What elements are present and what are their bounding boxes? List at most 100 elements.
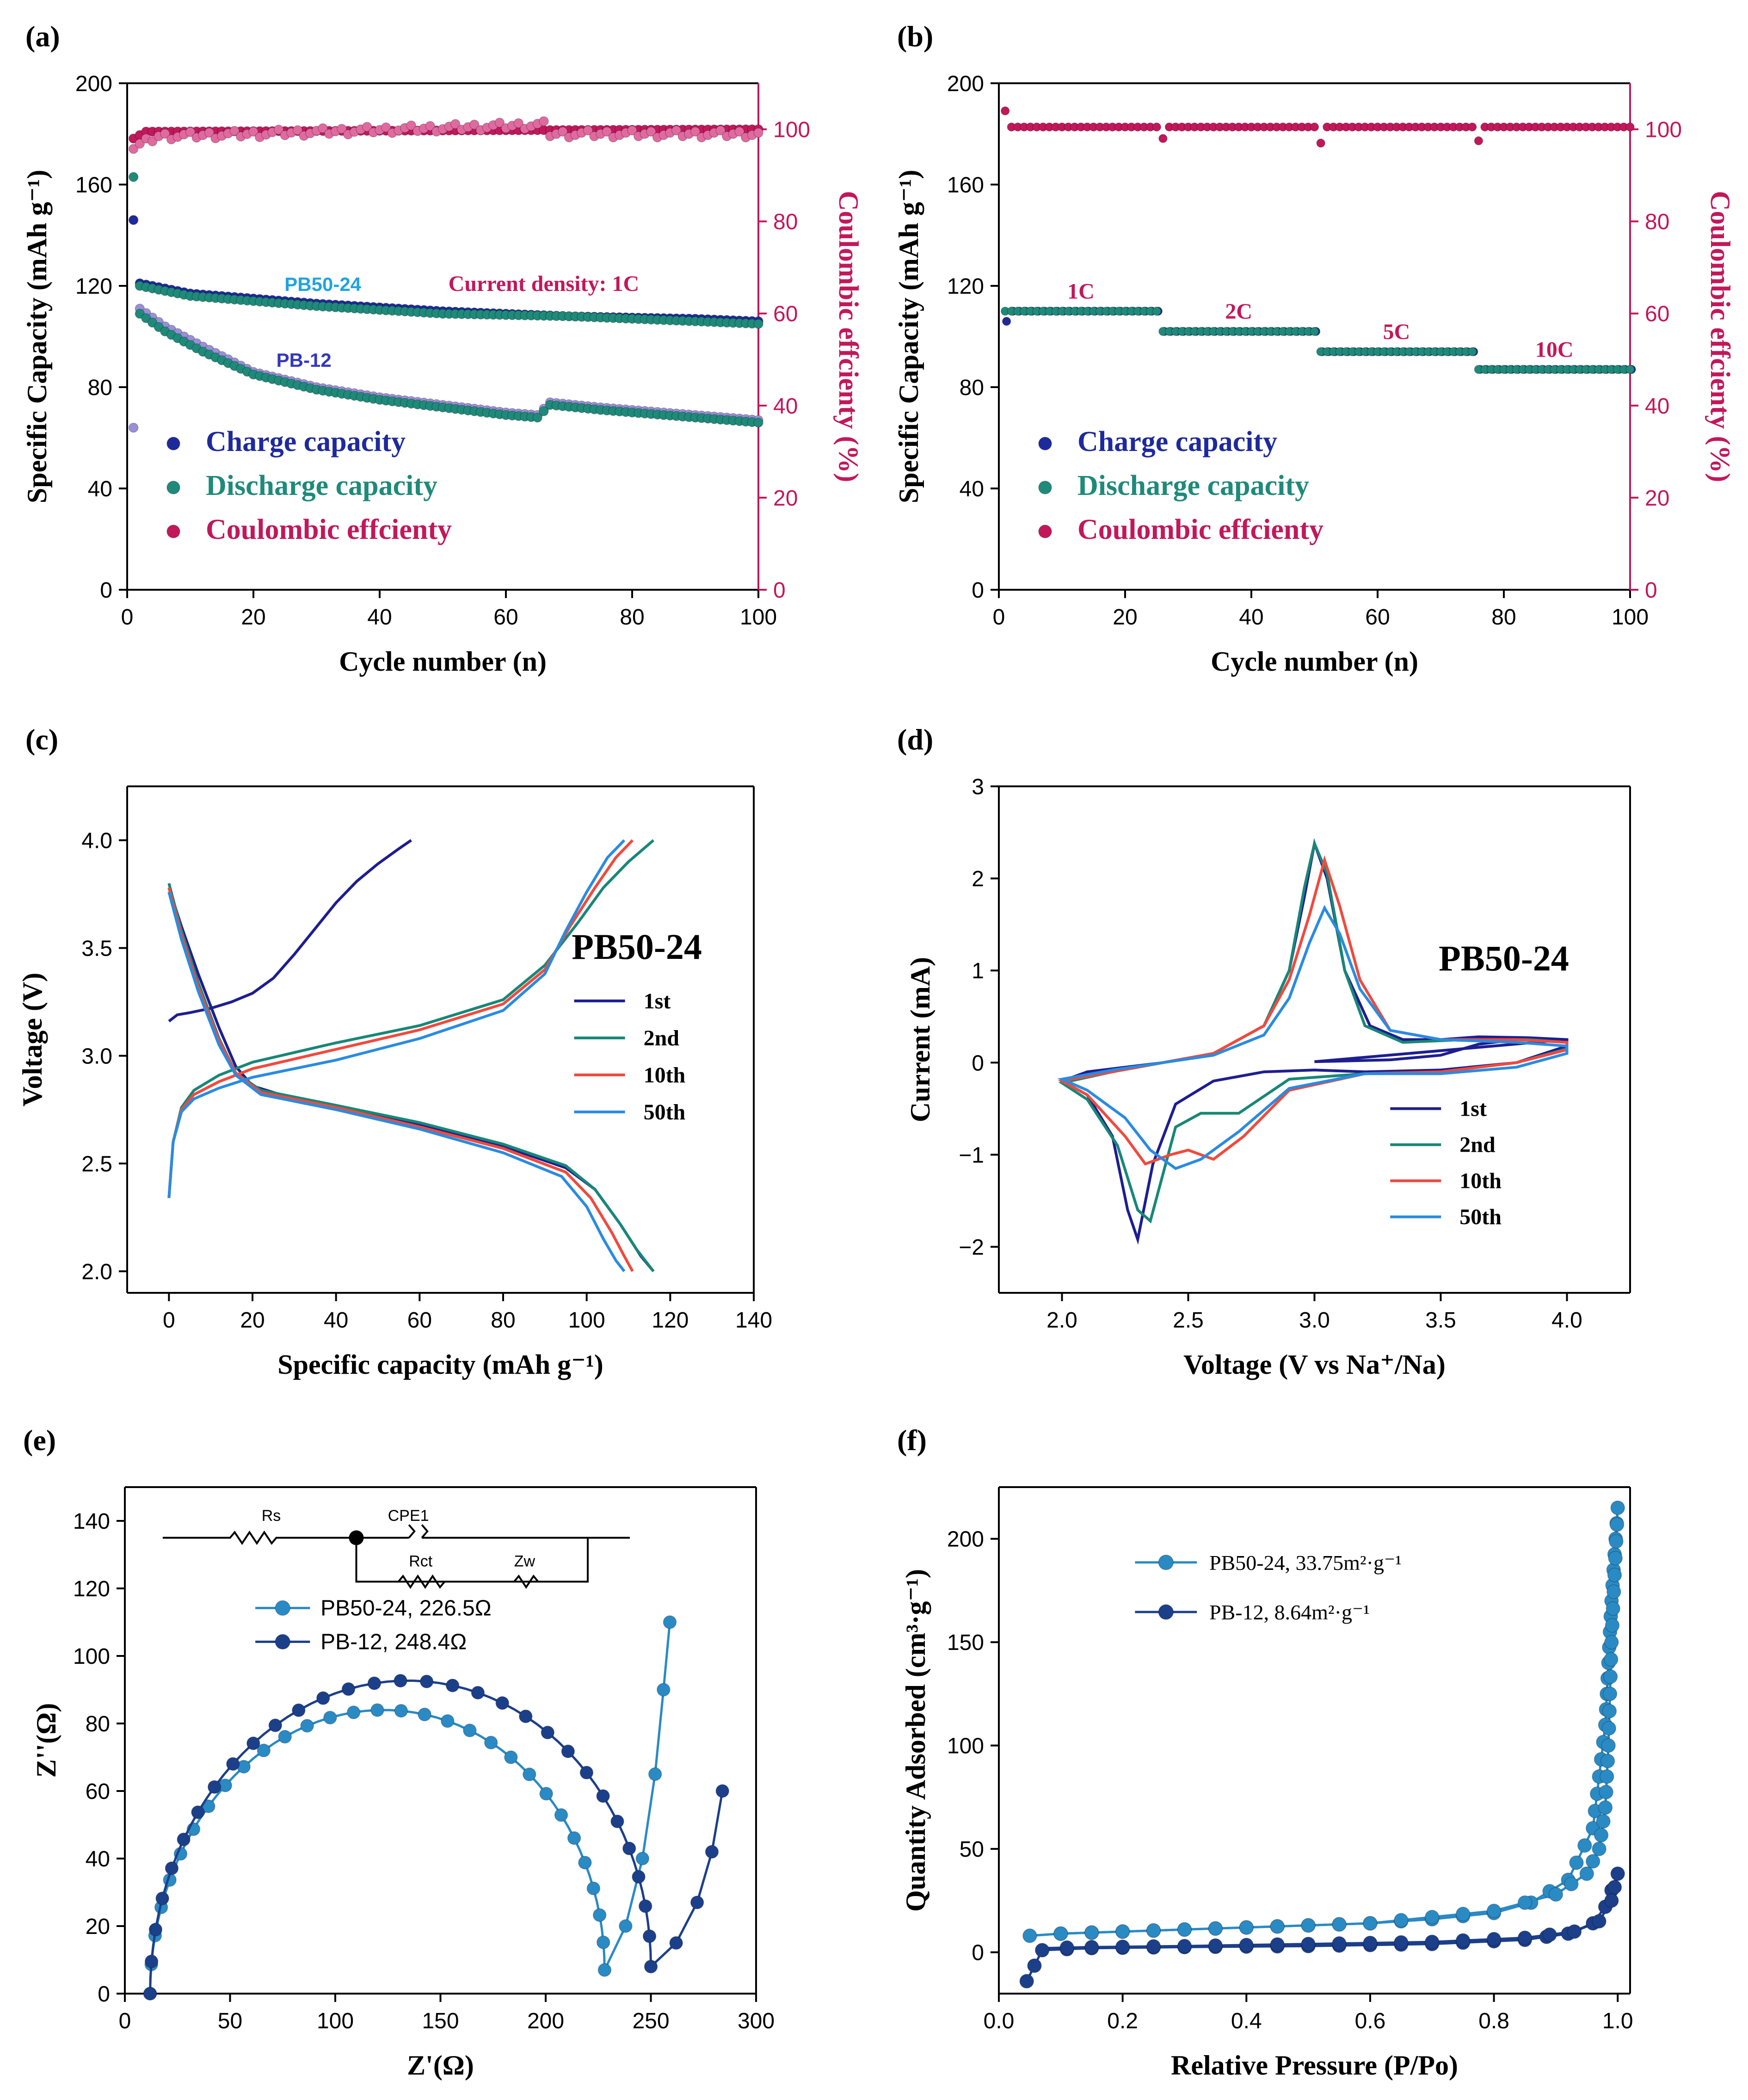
eis-point — [367, 1676, 382, 1690]
y-tick-label: 50 — [960, 1837, 984, 1862]
eis-point — [418, 1707, 431, 1722]
legend-label: PB-12, 248.4Ω — [320, 1630, 467, 1654]
x-tick-label: 200 — [527, 2009, 564, 2033]
y2-tick-label: 40 — [773, 394, 798, 419]
eis-point — [561, 1744, 575, 1758]
data-point — [558, 126, 568, 137]
y2-tick-label: 20 — [773, 486, 798, 511]
eis-point — [715, 1784, 729, 1798]
legend-label: PB50-24, 33.75m²·g⁻¹ — [1209, 1551, 1402, 1575]
data-point — [1625, 364, 1635, 374]
y2-tick-label: 100 — [773, 118, 810, 142]
isotherm-point — [1608, 1550, 1623, 1566]
eis-point — [495, 1696, 510, 1710]
isotherm-point — [1208, 1938, 1223, 1953]
panel-label: (a) — [25, 20, 60, 53]
eis-point — [268, 1718, 283, 1732]
y-tick-label: 2.0 — [81, 1260, 112, 1284]
panel-label: (b) — [897, 20, 933, 53]
first-cycle-point — [128, 422, 139, 433]
isotherm-point — [1455, 1933, 1471, 1948]
legend-label: 1st — [644, 989, 671, 1013]
y-axis-title: Z''(Ω) — [31, 1703, 62, 1778]
legend-marker — [1038, 481, 1052, 494]
data-point — [318, 123, 328, 134]
eis-point — [523, 1767, 536, 1781]
eis-point — [619, 1919, 633, 1933]
y2-tick-label: 0 — [773, 578, 786, 603]
isotherm-point — [1022, 1928, 1037, 1943]
y2-axis-title: Coulombic effcienty (%) — [833, 191, 864, 482]
isotherm-point — [1592, 1841, 1606, 1856]
isotherm-point — [1564, 1877, 1579, 1891]
eis-point — [596, 1789, 610, 1803]
x-axis-title: Cycle number (n) — [339, 646, 547, 677]
panel-label: (c) — [25, 723, 58, 756]
first-cycle-point — [128, 215, 139, 225]
y-tick-label: 120 — [73, 1577, 110, 1601]
isotherm-point — [1270, 1937, 1285, 1952]
data-point — [494, 117, 505, 128]
y-tick-label: 3 — [972, 775, 984, 799]
eis-point — [596, 1935, 610, 1949]
x-tick-label: 0.0 — [984, 2009, 1015, 2033]
adsorption-line — [1025, 1873, 1619, 1982]
eis-point — [300, 1719, 314, 1733]
legend-label: PB-12, 8.64m²·g⁻¹ — [1209, 1600, 1370, 1624]
cv-curve-50th — [1057, 905, 1569, 1170]
x-tick-label: 2.5 — [1173, 1308, 1204, 1333]
eis-point — [539, 1787, 553, 1801]
isotherm-point — [1084, 1939, 1099, 1955]
x-tick-label: 250 — [632, 2009, 669, 2033]
data-point — [753, 319, 763, 329]
y2-tick-label: 60 — [1645, 302, 1669, 327]
series-3 — [135, 309, 763, 428]
legend-label: 2nd — [1459, 1133, 1496, 1157]
eis-point — [191, 1805, 205, 1819]
isotherm-point — [1609, 1534, 1624, 1549]
data-point — [229, 126, 240, 136]
x-axis-title: Voltage (V vs Na⁺/Na) — [1183, 1349, 1446, 1380]
y-tick-label: 3.5 — [81, 936, 112, 961]
eis-point — [663, 1615, 677, 1629]
data-point — [248, 126, 259, 137]
y-tick-label: 120 — [947, 274, 984, 299]
eis-point — [226, 1757, 240, 1771]
isotherm-point — [1425, 1934, 1440, 1950]
eis-point — [257, 1743, 271, 1758]
data-point — [715, 125, 726, 136]
y-tick-label: 0 — [98, 1982, 110, 2007]
y-tick-label: 200 — [75, 72, 112, 96]
x-tick-label: 50 — [218, 2009, 242, 2033]
eis-point — [370, 1703, 384, 1717]
eis-point — [579, 1766, 594, 1779]
isotherm-point — [1567, 1924, 1582, 1939]
data-point — [337, 124, 347, 134]
isotherm-point — [1605, 1618, 1620, 1633]
isotherm-point — [1603, 1652, 1619, 1667]
charge-curve-1st — [168, 839, 412, 1023]
y-tick-label: 3.0 — [81, 1044, 112, 1069]
data-point — [160, 129, 170, 139]
eis-point — [597, 1963, 612, 1977]
charge-curve-2nd — [167, 839, 655, 1198]
eis-point — [504, 1750, 518, 1764]
data-point — [128, 144, 139, 154]
data-point — [204, 128, 215, 138]
data-point — [1474, 136, 1483, 146]
legend-label: 10th — [644, 1063, 686, 1087]
data-point — [406, 120, 416, 130]
plot-area: Rs CPE1 Rct Zw PB50-24, 226.5Ω PB-12, 248.4Ω — [143, 1507, 729, 2001]
x-tick-label: 0 — [163, 1308, 175, 1333]
legend-label: Coulombic effcienty — [1077, 514, 1323, 545]
isotherm-point — [1602, 1686, 1618, 1701]
x-tick-label: 100 — [740, 605, 777, 630]
x-tick-label: 0.4 — [1231, 2009, 1262, 2033]
data-point — [734, 126, 745, 137]
y-tick-label: 200 — [947, 72, 984, 96]
x-tick-label: 100 — [317, 2009, 354, 2033]
y-tick-label: 0 — [972, 1051, 984, 1075]
isotherm-point — [1486, 1932, 1502, 1947]
legend-label: 50th — [644, 1100, 686, 1124]
x-tick-label: 150 — [422, 2009, 459, 2033]
